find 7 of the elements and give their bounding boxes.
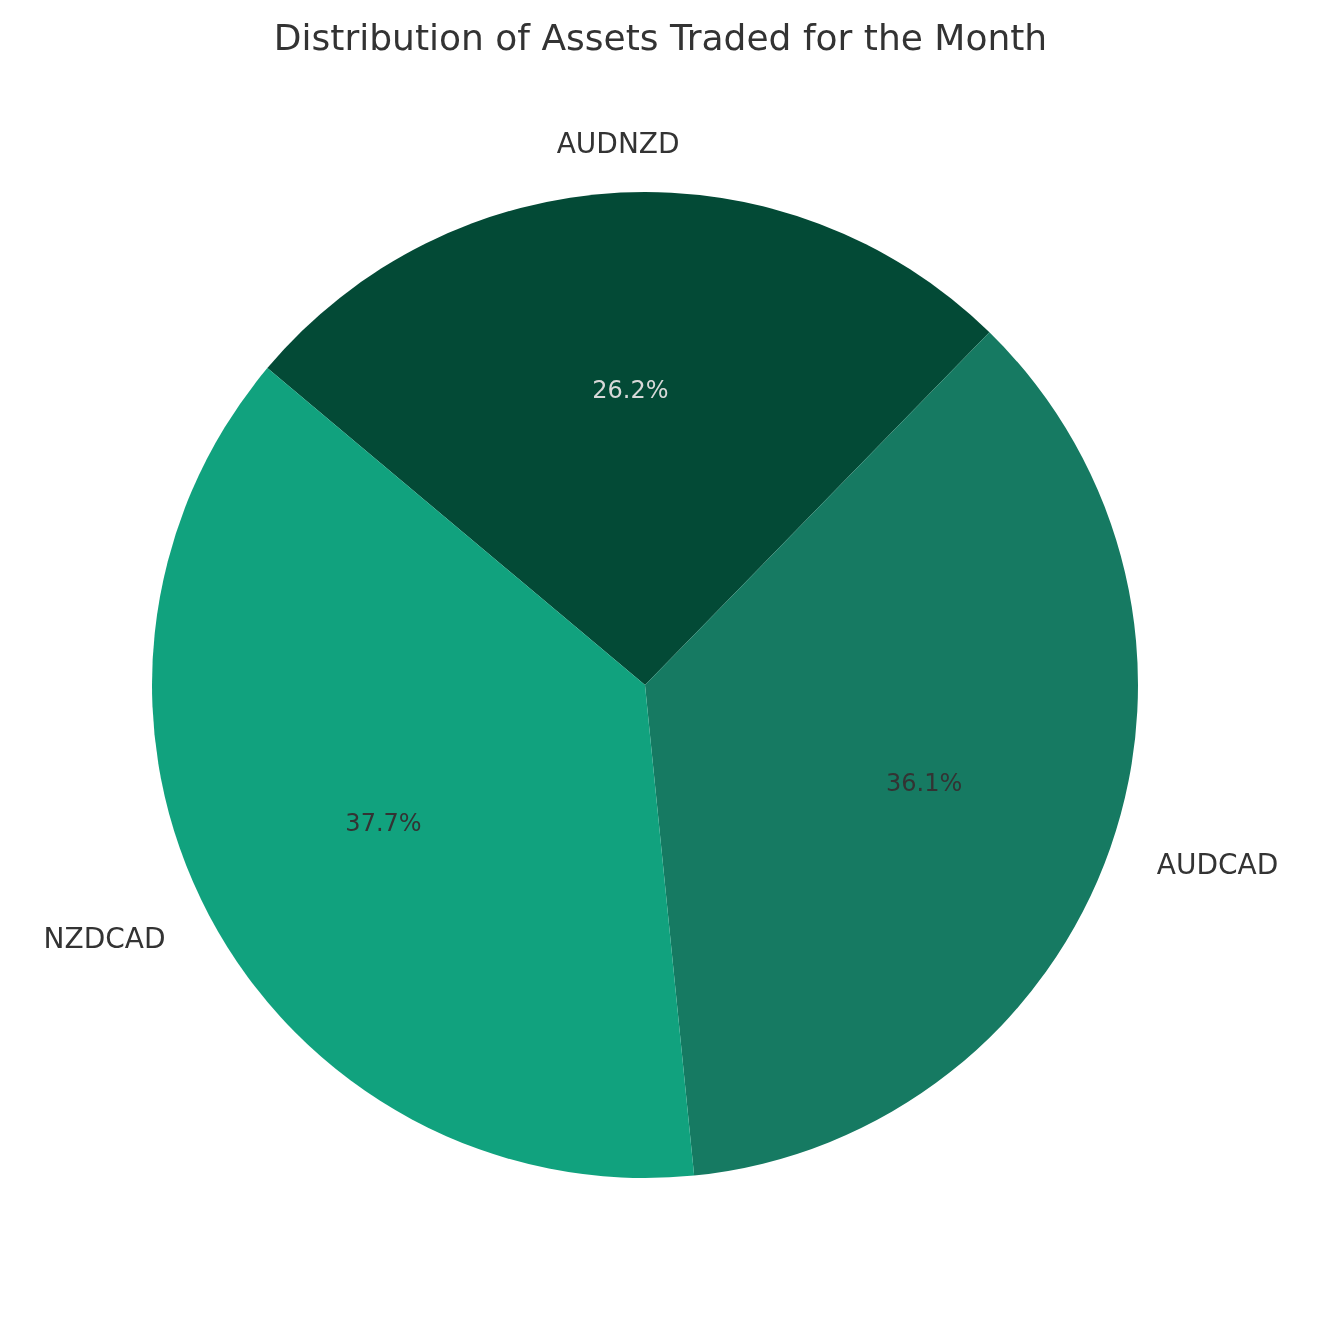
data-label: 37.7% bbox=[345, 809, 422, 838]
slice-label: AUDNZD bbox=[556, 126, 680, 160]
data-label: 36.1% bbox=[886, 768, 963, 797]
slice-label: NZDCAD bbox=[43, 921, 166, 955]
data-label: 26.2% bbox=[592, 375, 669, 404]
slice-label: AUDCAD bbox=[1156, 847, 1279, 881]
chart-title: Distribution of Assets Traded for the Month bbox=[273, 16, 1048, 58]
